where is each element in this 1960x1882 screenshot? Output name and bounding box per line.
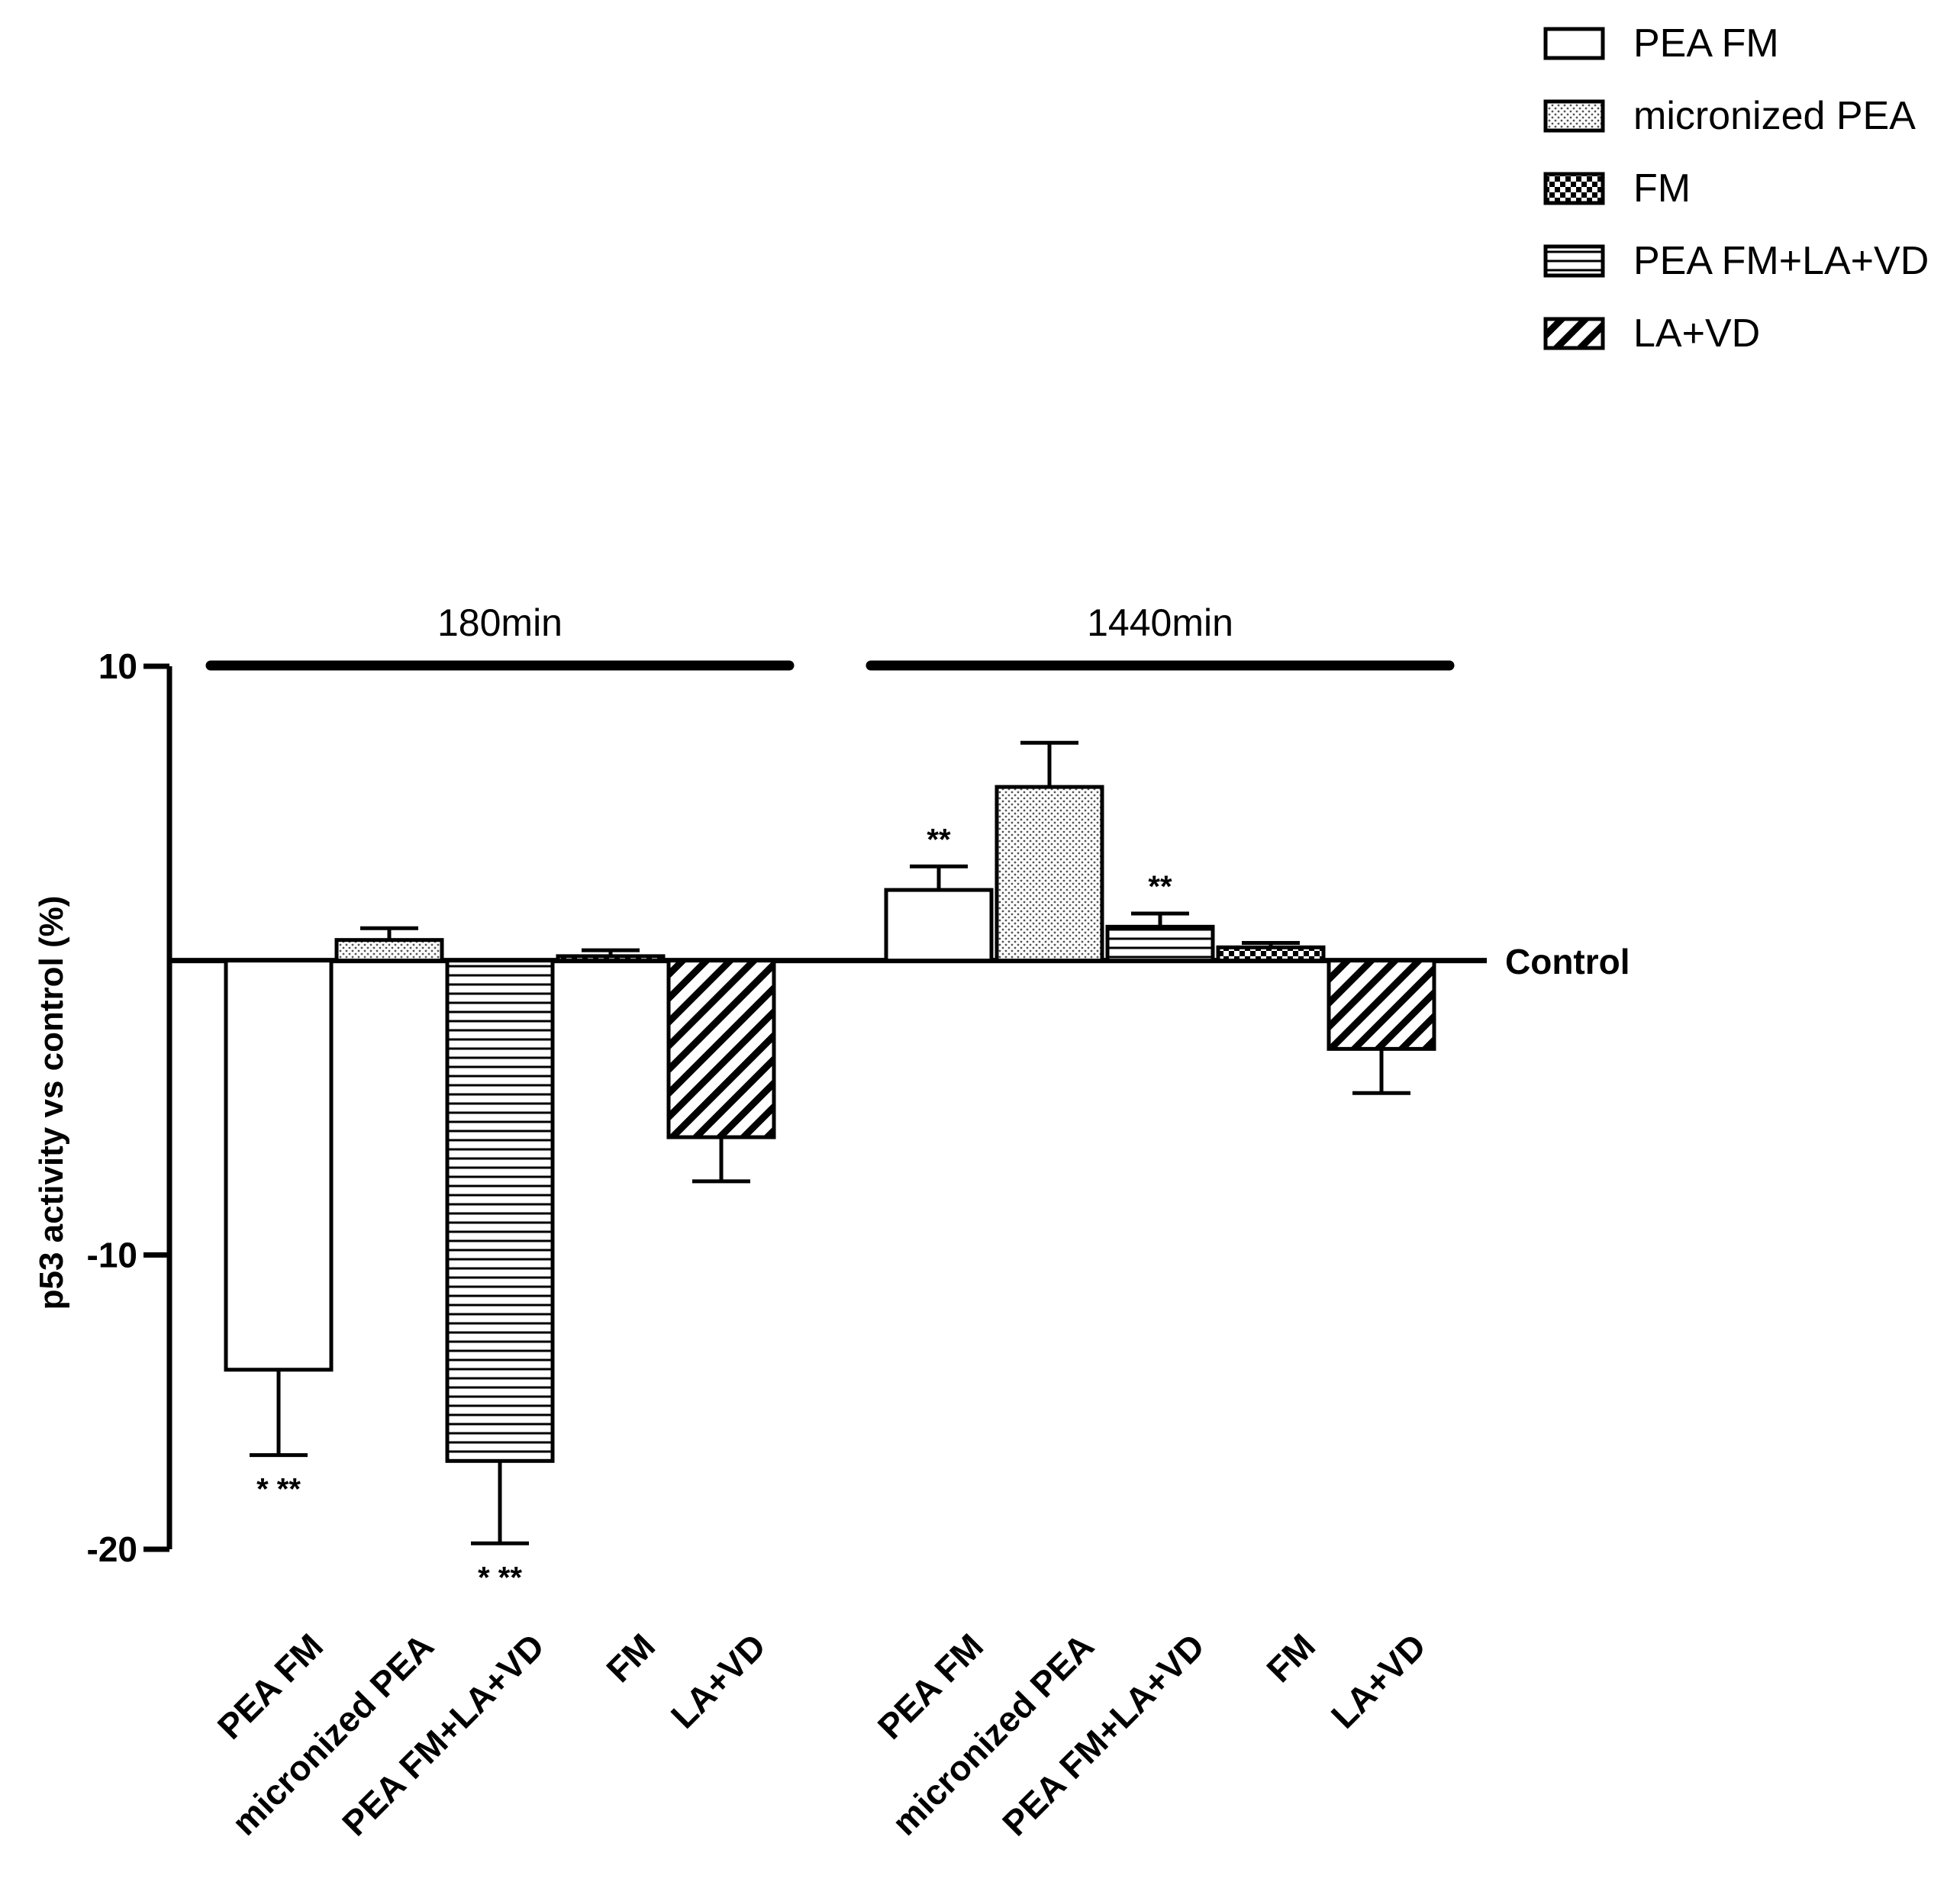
y-tick-label: 10	[98, 646, 137, 686]
x-tick-label: micronized PEA	[885, 1626, 1101, 1842]
group-label: 180min	[437, 601, 563, 644]
legend-swatch	[1543, 317, 1605, 350]
legend-swatch	[1543, 99, 1605, 133]
legend-label: FM	[1633, 166, 1691, 211]
significance-marker: **	[927, 823, 951, 856]
legend-swatch	[1543, 244, 1605, 278]
bar	[1105, 924, 1215, 963]
legend-swatch	[1543, 172, 1605, 205]
bar	[1327, 959, 1436, 1051]
legend-label: PEA FM+LA+VD	[1633, 239, 1929, 283]
y-axis-label: p53 activity vs control (%)	[33, 896, 70, 1310]
control-label: Control	[1505, 942, 1630, 981]
x-tick-label: FM	[1259, 1626, 1323, 1690]
bar	[445, 959, 555, 1463]
group-labels: 180min 1440min	[205, 601, 1455, 671]
x-tick-label: PEA FM+LA+VD	[995, 1626, 1212, 1843]
group-label: 1440min	[1087, 601, 1233, 644]
bar	[666, 959, 776, 1139]
legend-label: PEA FM	[1633, 21, 1779, 66]
bar	[1216, 945, 1326, 963]
bar	[224, 959, 334, 1372]
legend-label: micronized PEA	[1633, 94, 1916, 138]
significance-marker: * **	[256, 1473, 301, 1507]
significance-marker: **	[1148, 870, 1172, 904]
bar	[995, 785, 1104, 963]
significance-marker: * **	[478, 1561, 522, 1594]
x-tick-label: FM	[598, 1626, 662, 1690]
bars: * ** * ** ** **	[224, 740, 1436, 1594]
legend-swatch	[1543, 27, 1605, 60]
x-tick-label: LA+VD	[663, 1626, 773, 1735]
x-tick-label: micronized PEA	[224, 1626, 441, 1842]
bar	[556, 954, 666, 963]
axes: 10 -10 -20	[87, 646, 1487, 1569]
x-tick-label: LA+VD	[1323, 1626, 1433, 1735]
x-tick-label: PEA FM+LA+VD	[334, 1626, 552, 1843]
y-tick-label: -20	[87, 1529, 137, 1569]
bar	[884, 888, 994, 963]
legend-label: LA+VD	[1633, 311, 1760, 356]
y-tick-label: -10	[87, 1235, 137, 1275]
bar	[334, 938, 444, 963]
legend: PEA FM micronized PEA FM PEA FM+LA+VD LA+VD	[1543, 21, 1929, 356]
